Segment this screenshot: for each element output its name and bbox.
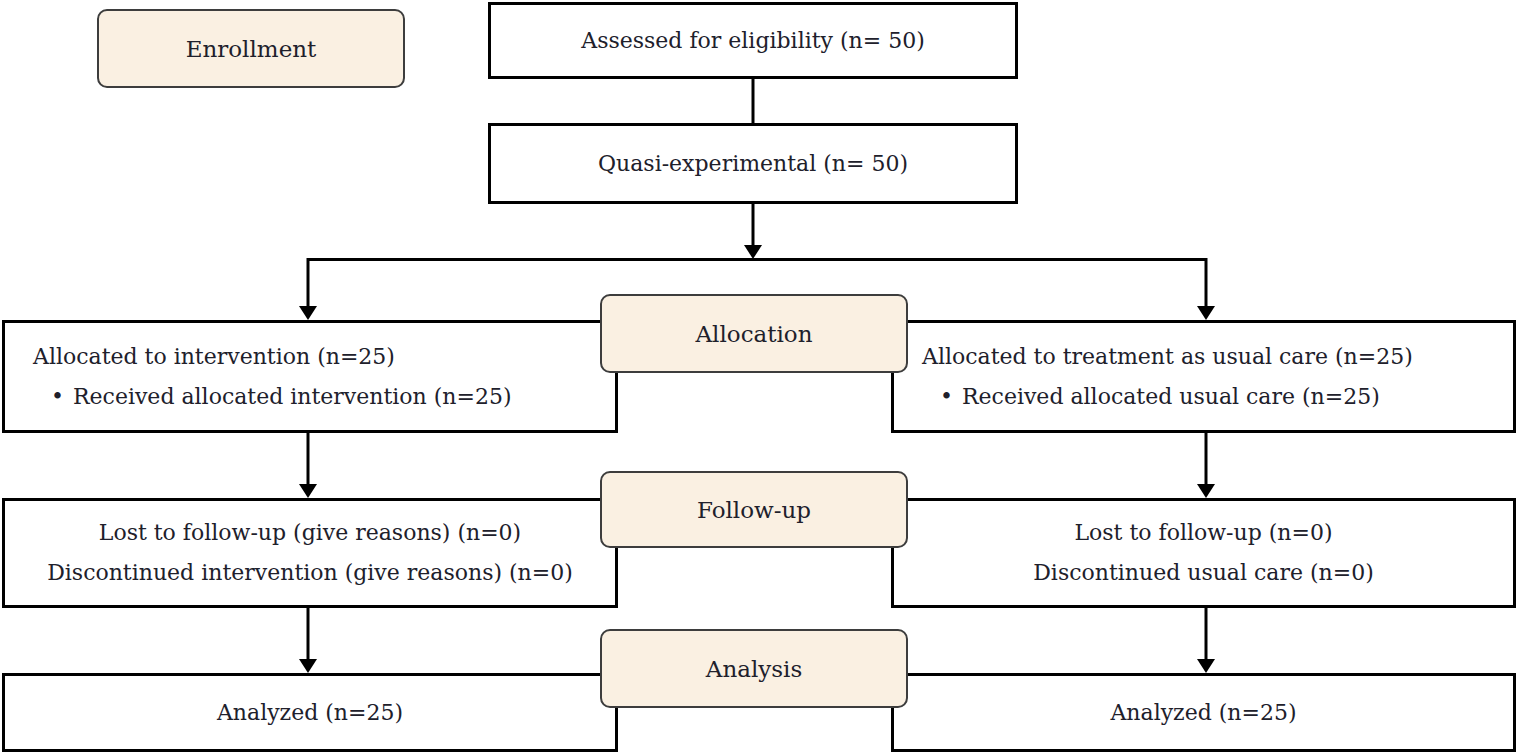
consort-flow-diagram: Enrollment Allocation Follow-up Analysis…: [0, 0, 1520, 755]
stage-label-followup-text: Follow-up: [697, 497, 811, 523]
arrowhead-usual-care-followup-to-analysis: [1197, 659, 1215, 673]
stage-label-analysis: Analysis: [600, 629, 908, 708]
stage-label-allocation: Allocation: [600, 294, 908, 373]
arrowhead-intervention-followup-to-analysis: [299, 659, 317, 673]
stage-label-enrollment: Enrollment: [97, 9, 405, 88]
arrowhead-split-to-usual-care: [1197, 306, 1215, 320]
arrowhead-split-to-intervention: [299, 306, 317, 320]
stage-label-enrollment-text: Enrollment: [186, 36, 317, 62]
arrowhead-intervention-allocation-to-followup: [299, 484, 317, 498]
stage-label-allocation-text: Allocation: [695, 321, 812, 347]
arrowhead-usual-care-allocation-to-followup: [1197, 484, 1215, 498]
arrowhead-design-to-split: [744, 245, 762, 259]
stage-label-analysis-text: Analysis: [706, 656, 802, 682]
stage-label-followup: Follow-up: [600, 471, 908, 548]
